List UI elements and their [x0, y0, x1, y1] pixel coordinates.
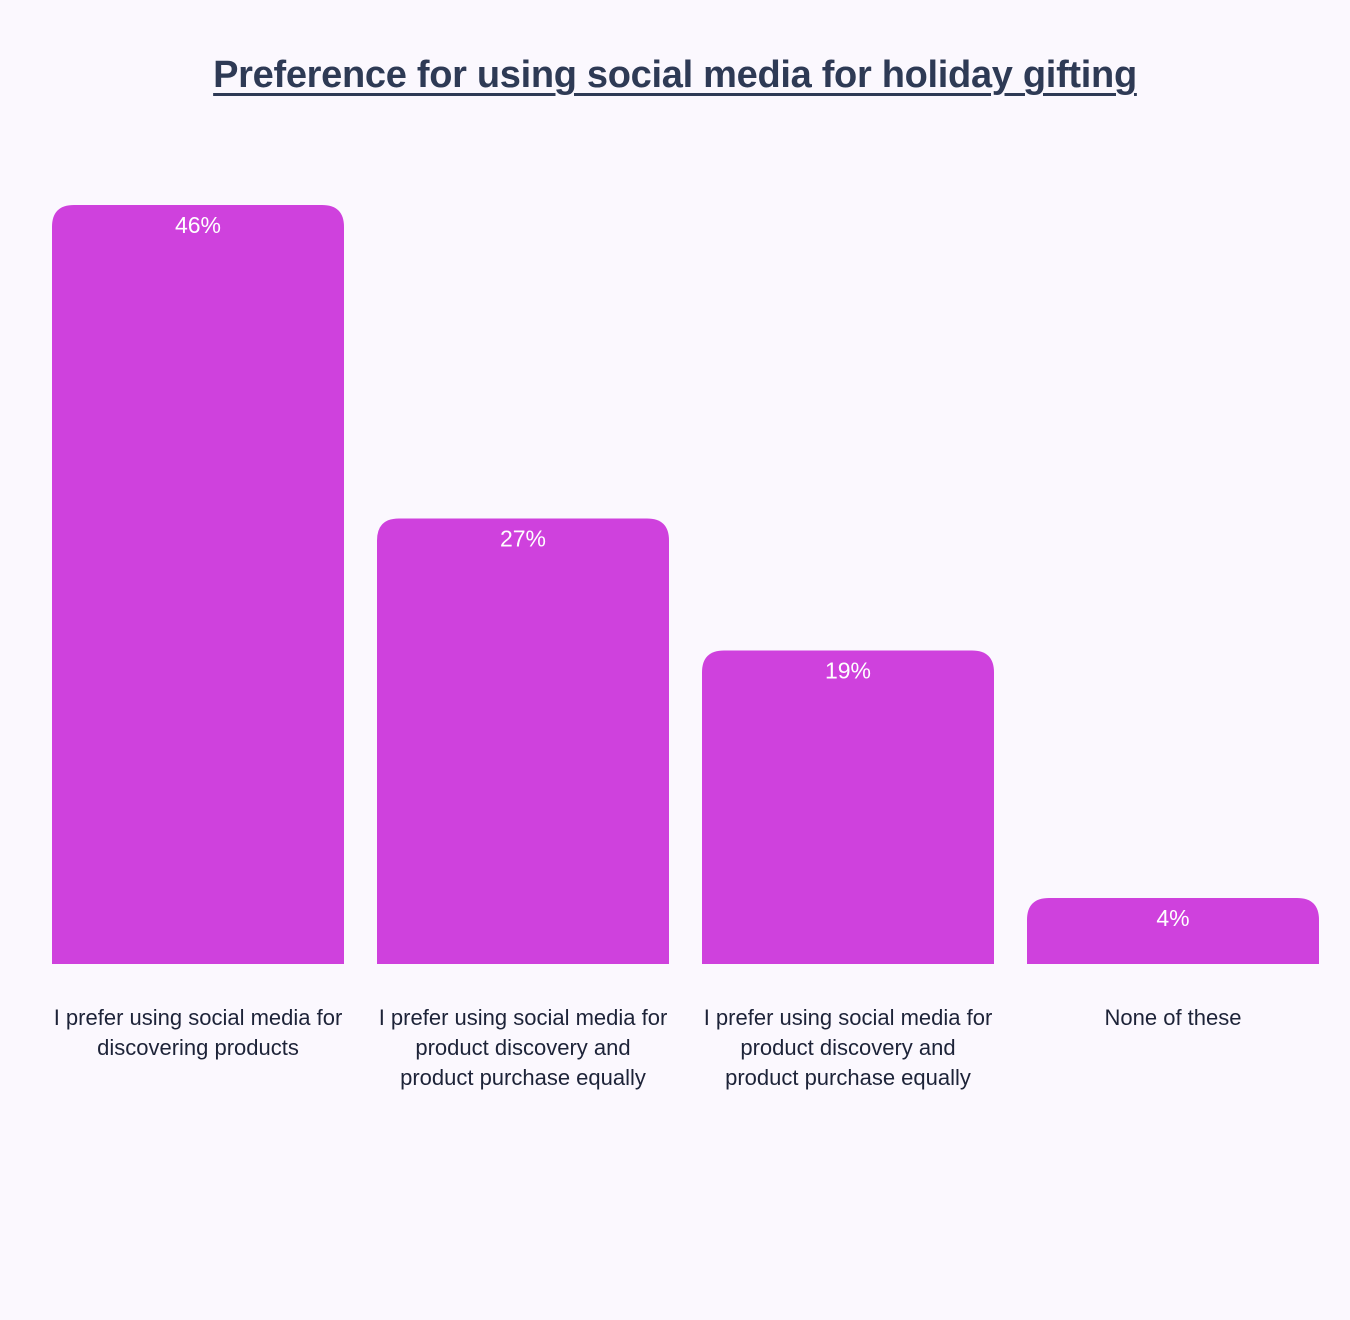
category-label-4: None of these	[1104, 1005, 1242, 1030]
category-label-2: I prefer using social media for product …	[378, 1005, 668, 1090]
category-label-1: I prefer using social media for discover…	[53, 1005, 343, 1060]
value-labels-layer: 46% 27% 19% 4%	[175, 212, 1190, 931]
bar-4	[1027, 898, 1319, 964]
value-label-1: 46%	[175, 212, 221, 238]
bar-2	[377, 518, 669, 964]
category-label-3: I prefer using social media for product …	[703, 1005, 993, 1090]
value-label-4: 4%	[1156, 905, 1189, 931]
bars-layer	[52, 205, 1319, 964]
bar-1	[52, 205, 344, 964]
bar-3	[702, 650, 994, 964]
value-label-3: 19%	[825, 658, 871, 684]
chart-title: Preference for using social media for ho…	[213, 54, 1137, 96]
value-label-2: 27%	[500, 526, 546, 552]
